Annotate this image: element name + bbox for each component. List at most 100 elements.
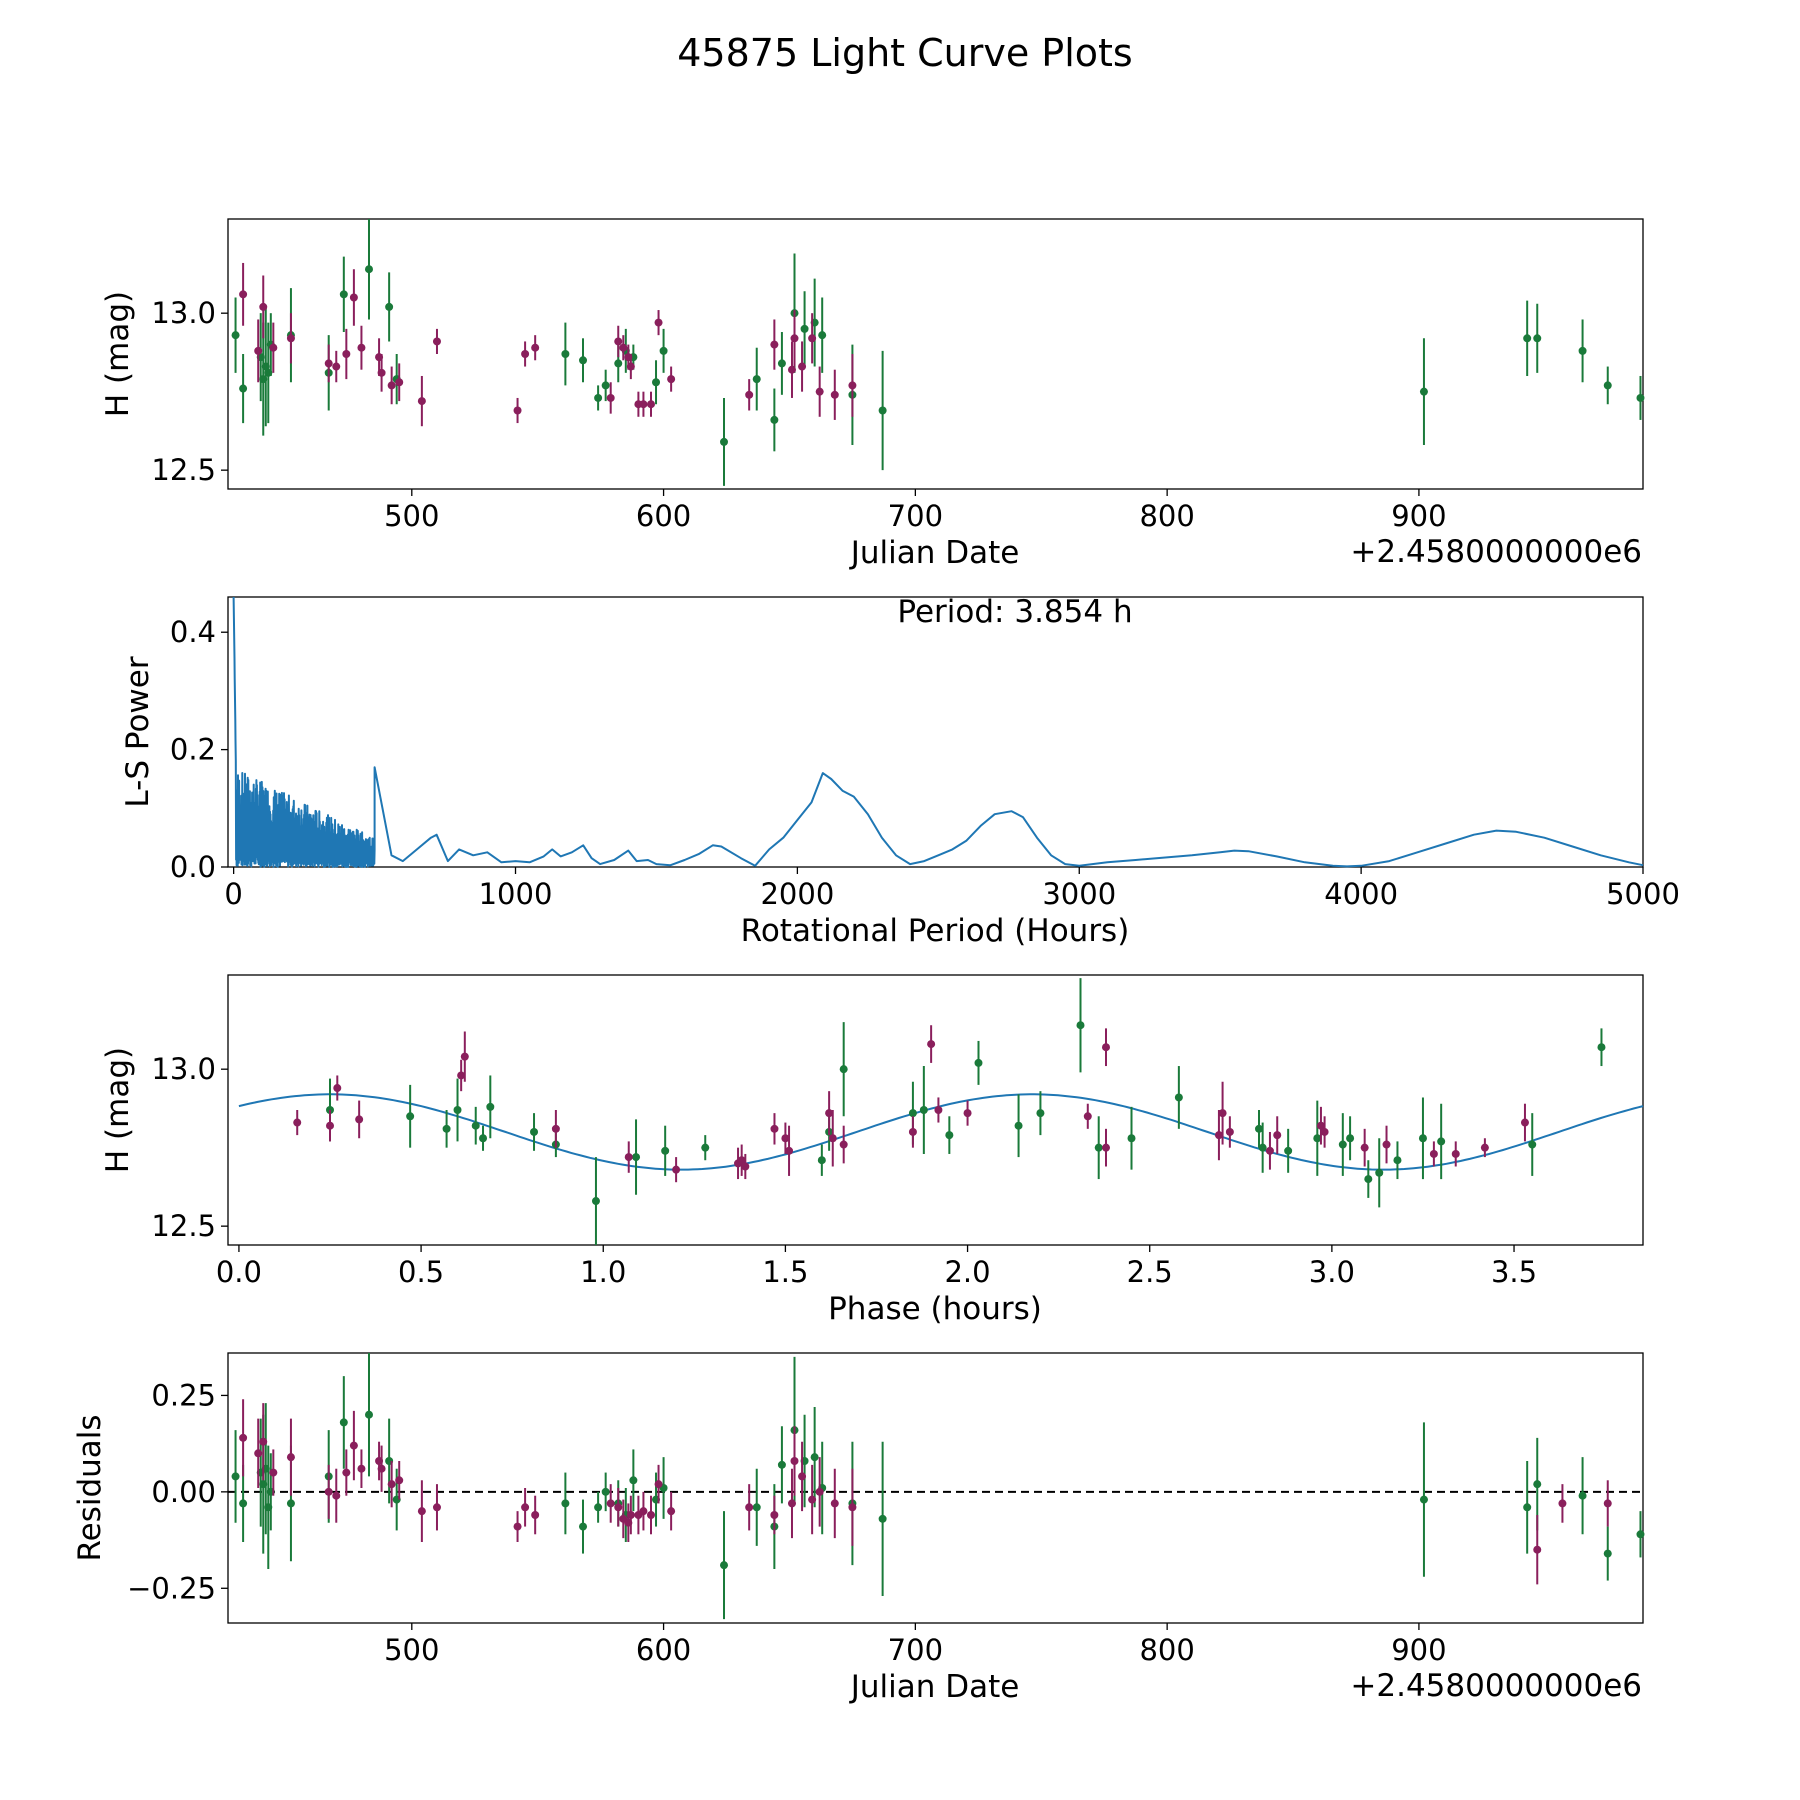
phase-fold-magenta-point bbox=[741, 1162, 750, 1171]
light-curve-magenta-point bbox=[654, 318, 663, 327]
light-curve-green-point bbox=[594, 393, 603, 402]
light-curve-magenta-point bbox=[349, 293, 358, 302]
phase-fold-magenta-point bbox=[737, 1156, 746, 1165]
light-curve-magenta-point bbox=[387, 381, 396, 390]
light-curve-magenta-point bbox=[432, 337, 441, 346]
phase-fold-green-point bbox=[945, 1131, 954, 1140]
phase-fold-magenta-point bbox=[672, 1165, 681, 1174]
light-curve-points bbox=[231, 219, 1645, 486]
light-curve-green-point bbox=[1636, 393, 1645, 402]
residuals-magenta-point bbox=[790, 1457, 799, 1465]
residuals-magenta-point bbox=[848, 1503, 857, 1512]
light-curve-magenta-point bbox=[521, 350, 530, 358]
phase-fold-magenta-point bbox=[1520, 1118, 1529, 1127]
phase-fold-magenta-point bbox=[1320, 1127, 1329, 1136]
light-curve-green-point bbox=[659, 346, 668, 355]
phase-fold-magenta-point bbox=[1429, 1149, 1438, 1158]
light-curve-green-point bbox=[1603, 381, 1612, 390]
residuals-green-point bbox=[231, 1472, 240, 1481]
periodogram-x-label: Rotational Period (Hours) bbox=[741, 913, 1130, 949]
residuals-magenta-point bbox=[432, 1503, 441, 1512]
phase-fold-x-label: Phase (hours) bbox=[828, 1291, 1042, 1327]
light-curve-magenta-point bbox=[815, 387, 824, 396]
residuals-green-point bbox=[364, 1410, 373, 1419]
residuals-magenta-point bbox=[342, 1468, 351, 1477]
residuals-magenta-point bbox=[417, 1507, 426, 1516]
residuals-green-point bbox=[629, 1476, 638, 1485]
residuals-green-point bbox=[810, 1453, 819, 1462]
phase-fold-green-point bbox=[1437, 1137, 1446, 1146]
light-curve-ticks: 500 600 700 800 900 12.5 13.0 bbox=[151, 296, 1446, 533]
residuals-magenta-point bbox=[646, 1511, 655, 1519]
residuals-magenta-point bbox=[639, 1507, 648, 1516]
light-curve-magenta-point bbox=[342, 350, 351, 358]
phase-fold-green-point bbox=[817, 1156, 826, 1165]
residuals-magenta-point bbox=[395, 1476, 404, 1485]
phase-fold-green-point bbox=[632, 1153, 641, 1162]
phase-fold-xtick-label: 2.0 bbox=[944, 1255, 990, 1289]
phase-fold-magenta-point bbox=[1480, 1143, 1489, 1152]
phase-fold-green-point bbox=[486, 1102, 495, 1111]
phase-fold-magenta-point bbox=[825, 1109, 834, 1118]
phase-fold-ticks: 0.0 0.5 1.0 1.5 2.0 2.5 3.0 3.5 12.5 13.0 bbox=[151, 1052, 1537, 1289]
phase-fold-green-point bbox=[1528, 1140, 1537, 1149]
periodogram-xtick-label: 4000 bbox=[1324, 877, 1398, 911]
light-curve-magenta-point bbox=[395, 378, 404, 387]
light-curve-green-point bbox=[231, 331, 240, 340]
light-curve-magenta-point bbox=[626, 362, 635, 371]
phase-fold-green-point bbox=[479, 1134, 488, 1143]
light-curve-magenta-point bbox=[332, 362, 341, 371]
phase-fold-magenta-point bbox=[963, 1109, 972, 1118]
light-curve-magenta-point bbox=[639, 400, 648, 409]
residuals-magenta-point bbox=[387, 1480, 396, 1489]
residuals-magenta-point bbox=[667, 1507, 676, 1516]
phase-fold-green-point bbox=[1127, 1134, 1136, 1143]
phase-fold-green-point bbox=[1255, 1124, 1264, 1133]
phase-fold-green-point bbox=[1346, 1134, 1355, 1143]
residuals-ytick-label: 0.25 bbox=[151, 1378, 216, 1412]
phase-fold-green-point bbox=[1036, 1109, 1045, 1118]
residuals-green-point bbox=[239, 1499, 248, 1508]
phase-fold-magenta-point bbox=[934, 1106, 943, 1114]
phase-fold-model-curve bbox=[238, 1093, 1644, 1171]
phase-fold-green-point bbox=[661, 1146, 670, 1155]
residuals-green-point bbox=[1578, 1491, 1587, 1500]
light-curve-magenta-point bbox=[790, 334, 799, 343]
light-curve-magenta-point bbox=[770, 340, 779, 349]
phase-fold-green-point bbox=[1364, 1175, 1373, 1184]
light-curve-green-point bbox=[777, 359, 786, 368]
periodogram-xtick-label: 2000 bbox=[760, 877, 834, 911]
phase-fold-green-point bbox=[1597, 1043, 1606, 1052]
residuals-magenta-point bbox=[531, 1511, 540, 1519]
light-curve-magenta-point bbox=[606, 393, 615, 402]
phase-fold-green-point bbox=[530, 1127, 539, 1136]
periodogram-ytick-label: 0.0 bbox=[170, 850, 216, 884]
periodogram-xtick-label: 5000 bbox=[1606, 877, 1680, 911]
light-curve-y-label: H (mag) bbox=[100, 291, 136, 417]
periodogram-xtick-label: 1000 bbox=[479, 877, 553, 911]
light-curve-green-point bbox=[364, 265, 373, 274]
phase-fold-green-point bbox=[908, 1109, 917, 1118]
residuals-magenta-point bbox=[1533, 1545, 1542, 1554]
residuals-magenta-point bbox=[654, 1480, 663, 1489]
light-curve-green-point bbox=[800, 324, 809, 333]
light-curve-green-point bbox=[878, 406, 887, 415]
phase-fold-magenta-point bbox=[908, 1127, 917, 1136]
phase-fold-green-point bbox=[1418, 1134, 1427, 1143]
phase-fold-magenta-point bbox=[326, 1121, 335, 1130]
residuals-magenta-point bbox=[614, 1503, 623, 1512]
residuals-xtick-label: 500 bbox=[384, 1633, 439, 1667]
phase-fold-magenta-point bbox=[1225, 1127, 1234, 1136]
periodogram-panel: Rotational Period (Hours) L-S Power Peri… bbox=[120, 594, 1680, 949]
periodogram-xtick-label: 0 bbox=[224, 877, 242, 911]
light-curve-green-point bbox=[1523, 334, 1532, 343]
light-curve-magenta-point bbox=[848, 381, 857, 390]
phase-fold-magenta-point bbox=[333, 1084, 342, 1093]
residuals-magenta-point bbox=[269, 1468, 278, 1477]
residuals-ticks: 500 600 700 800 900 0.25 0.00 −0.25 bbox=[127, 1378, 1446, 1667]
phase-fold-magenta-point bbox=[927, 1040, 936, 1049]
phase-fold-magenta-point bbox=[1214, 1131, 1223, 1140]
light-curve-magenta-point bbox=[619, 343, 628, 352]
phase-fold-panel: Phase (hours) H (mag) 0.0 0.5 1.0 1.5 2.0 2.5… bbox=[100, 974, 1644, 1327]
light-curve-ytick-label: 12.5 bbox=[151, 453, 216, 487]
